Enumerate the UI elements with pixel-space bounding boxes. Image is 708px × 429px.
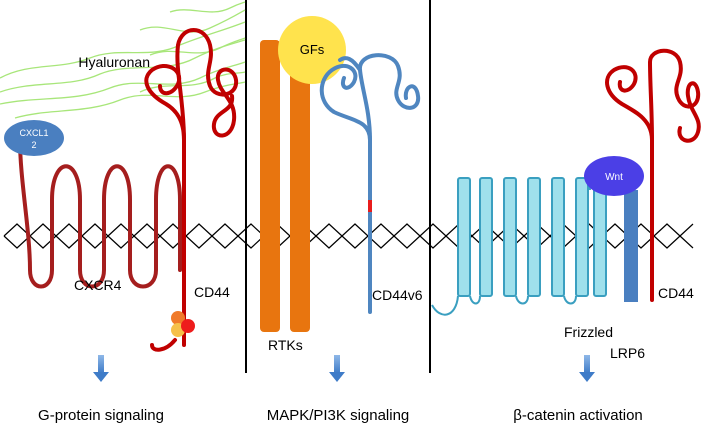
caption-beta-catenin-activation: β-catenin activation	[513, 407, 643, 424]
cd44v6-variant-exon	[368, 200, 372, 212]
rtk-bar-1	[260, 40, 280, 332]
cd44-right-label: CD44	[658, 285, 694, 301]
frizzled-label: Frizzled	[564, 324, 613, 340]
adaptor-protein-red	[181, 319, 195, 333]
rtks-label: RTKs	[268, 337, 303, 353]
hyaluronan-label: Hyaluronan	[78, 54, 150, 70]
cd44-right-receptor	[605, 48, 701, 302]
arrow-right	[579, 355, 595, 382]
cxcr4-label: CXCR4	[74, 277, 122, 293]
wnt-ligand	[584, 156, 644, 196]
frizzled-receptor	[431, 177, 607, 316]
cxcl12-label-line1: CXCL1	[19, 128, 48, 138]
arrow-left	[93, 355, 109, 382]
cd44v6-label: CD44v6	[372, 287, 423, 303]
cxcr4-receptor	[18, 138, 182, 289]
hyaluronan-strands	[0, 1, 246, 119]
wnt-label: Wnt	[605, 172, 623, 183]
cd44-left-receptor	[144, 28, 239, 352]
growth-factors-ligand	[278, 16, 346, 84]
cd44-left-label: CD44	[194, 284, 230, 300]
arrow-middle	[329, 355, 345, 382]
lrp6-coreceptor	[624, 190, 638, 302]
lrp6-label: LRP6	[610, 345, 645, 361]
cd44-left-stem	[182, 240, 186, 345]
cd44v6-receptor	[319, 53, 421, 314]
cxcl12-ligand	[4, 120, 64, 156]
adaptor-protein-orange	[171, 311, 185, 325]
cxcl12-label-line2: 2	[31, 140, 36, 150]
cell-membrane	[3, 223, 694, 249]
rtk-bar-2	[290, 52, 310, 332]
caption-g-protein-signaling: G-protein signaling	[38, 407, 164, 424]
gfs-label: GFs	[300, 42, 325, 57]
caption-mapk-pi3k-signaling: MAPK/PI3K signaling	[267, 407, 410, 424]
